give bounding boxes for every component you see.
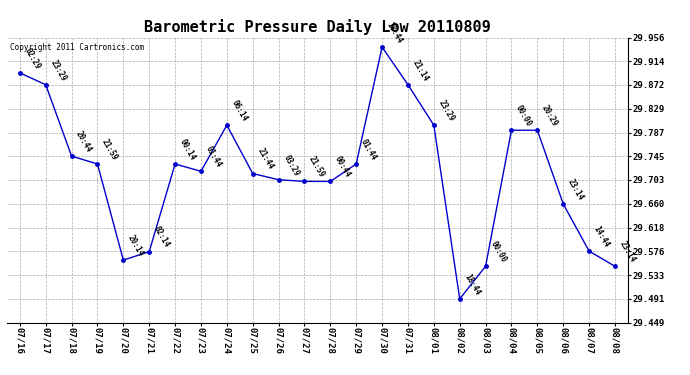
Text: 21:59: 21:59 [100,137,119,162]
Text: 18:44: 18:44 [462,272,482,297]
Text: 02:29: 02:29 [23,46,42,71]
Text: 23:29: 23:29 [437,99,456,123]
Text: 21:59: 21:59 [307,155,326,179]
Text: 20:44: 20:44 [75,129,94,154]
Title: Barometric Pressure Daily Low 20110809: Barometric Pressure Daily Low 20110809 [144,19,491,35]
Text: 01:44: 01:44 [204,145,223,169]
Text: 00:44: 00:44 [333,155,353,179]
Text: 21:44: 21:44 [255,147,275,171]
Text: 00:00: 00:00 [489,240,508,264]
Text: 18:44: 18:44 [385,20,404,45]
Text: 00:00: 00:00 [514,104,533,128]
Text: 23:29: 23:29 [48,58,68,82]
Text: 23:14: 23:14 [566,177,585,202]
Text: Copyright 2011 Cartronics.com: Copyright 2011 Cartronics.com [10,43,144,52]
Text: 14:44: 14:44 [592,224,611,249]
Text: 23:14: 23:14 [618,240,637,264]
Text: 02:14: 02:14 [152,225,171,249]
Text: 20:29: 20:29 [540,104,560,128]
Text: 21:14: 21:14 [411,58,430,82]
Text: 00:14: 00:14 [178,137,197,162]
Text: 03:29: 03:29 [282,153,301,177]
Text: 20:14: 20:14 [126,233,146,258]
Text: 06:14: 06:14 [230,99,249,123]
Text: 01:44: 01:44 [359,137,378,162]
